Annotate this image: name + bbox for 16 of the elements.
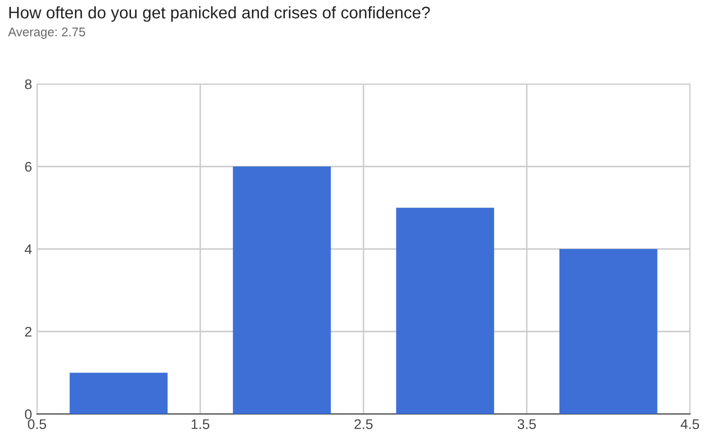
y-tick-label: 4 xyxy=(24,244,32,254)
y-tick-label: 2 xyxy=(25,326,32,337)
x-tick-label: 3.5 xyxy=(518,419,536,430)
chart-title: How often do you get panicked and crises of confidence? xyxy=(9,6,430,22)
bar xyxy=(232,166,331,414)
x-tick-label: 1.5 xyxy=(192,419,210,430)
x-tick-label: 2.5 xyxy=(354,419,373,430)
y-tick-label: 8 xyxy=(25,79,32,90)
x-tick-label: 0.5 xyxy=(28,419,46,430)
y-tick-label: 6 xyxy=(25,162,32,172)
bar xyxy=(70,372,168,414)
bar xyxy=(559,249,658,414)
y-tick-label: 0 xyxy=(24,409,32,420)
x-tick-label: 4.5 xyxy=(680,419,700,430)
chart-subtitle: Average: 2.75 xyxy=(8,28,86,39)
bar xyxy=(396,208,494,414)
